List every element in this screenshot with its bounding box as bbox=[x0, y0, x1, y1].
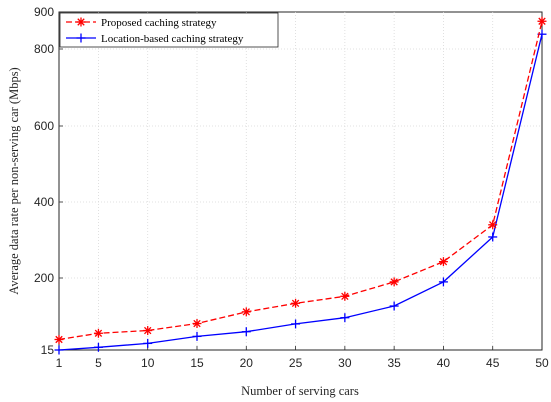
y-tick-label: 15 bbox=[41, 343, 55, 357]
marker-stroke bbox=[77, 18, 85, 26]
marker-stroke bbox=[242, 308, 250, 316]
data-point bbox=[291, 319, 301, 329]
marker-stroke bbox=[94, 329, 103, 337]
data-point bbox=[192, 319, 202, 329]
marker-stroke bbox=[55, 335, 63, 344]
y-axis-title: Average data rate per non-serving car (M… bbox=[7, 67, 21, 294]
data-point bbox=[389, 277, 399, 287]
marker-stroke bbox=[439, 257, 448, 266]
data-point bbox=[54, 334, 64, 344]
data-point bbox=[389, 301, 399, 311]
legend: Proposed caching strategy Location-based … bbox=[59, 12, 279, 48]
gridlines bbox=[59, 12, 542, 350]
y-tick-label: 900 bbox=[34, 5, 54, 19]
x-tick-label: 30 bbox=[338, 356, 352, 370]
plot-area bbox=[58, 11, 543, 351]
x-tick-label: 5 bbox=[95, 356, 102, 370]
x-tick-label: 10 bbox=[141, 356, 155, 370]
y-tick-label: 800 bbox=[34, 42, 54, 56]
data-point bbox=[438, 257, 448, 267]
marker-stroke bbox=[144, 326, 152, 335]
legend-label: Location-based caching strategy bbox=[101, 33, 244, 45]
marker-stroke bbox=[489, 221, 497, 229]
data-point bbox=[241, 307, 251, 317]
data-point bbox=[93, 328, 103, 338]
marker-stroke bbox=[291, 299, 300, 307]
data-point bbox=[54, 345, 64, 355]
legend-marker bbox=[76, 17, 86, 27]
x-axis-title: Number of serving cars bbox=[241, 384, 359, 398]
series-layer bbox=[54, 16, 547, 355]
data-point bbox=[143, 326, 153, 336]
data-point bbox=[537, 16, 547, 26]
x-tick-label: 20 bbox=[240, 356, 254, 370]
marker-stroke bbox=[341, 292, 349, 300]
data-point bbox=[438, 277, 448, 287]
legend-items: Proposed caching strategy Location-based … bbox=[66, 17, 244, 45]
marker-stroke bbox=[390, 278, 398, 286]
x-tick-label: 40 bbox=[437, 356, 451, 370]
y-tick-label: 400 bbox=[34, 195, 54, 209]
x-tick-label: 1 bbox=[56, 356, 63, 370]
data-point bbox=[143, 338, 153, 348]
data-point bbox=[93, 342, 103, 352]
x-tick-label: 25 bbox=[289, 356, 303, 370]
data-point bbox=[488, 232, 498, 242]
y-tick-label: 600 bbox=[34, 119, 54, 133]
x-tick-label: 50 bbox=[535, 356, 549, 370]
x-tick-label: 35 bbox=[387, 356, 401, 370]
y-tick-label: 200 bbox=[34, 271, 54, 285]
legend-label: Proposed caching strategy bbox=[101, 17, 217, 29]
x-tick-label: 45 bbox=[486, 356, 500, 370]
data-point bbox=[241, 327, 251, 337]
marker-stroke bbox=[193, 319, 201, 328]
data-point bbox=[192, 331, 202, 341]
data-point bbox=[488, 220, 498, 230]
data-point bbox=[340, 291, 350, 301]
x-tick-label: 15 bbox=[190, 356, 204, 370]
marker-stroke bbox=[538, 17, 546, 25]
legend-box bbox=[59, 12, 279, 48]
data-point bbox=[291, 298, 301, 308]
data-point bbox=[340, 313, 350, 323]
legend-marker bbox=[76, 33, 86, 43]
